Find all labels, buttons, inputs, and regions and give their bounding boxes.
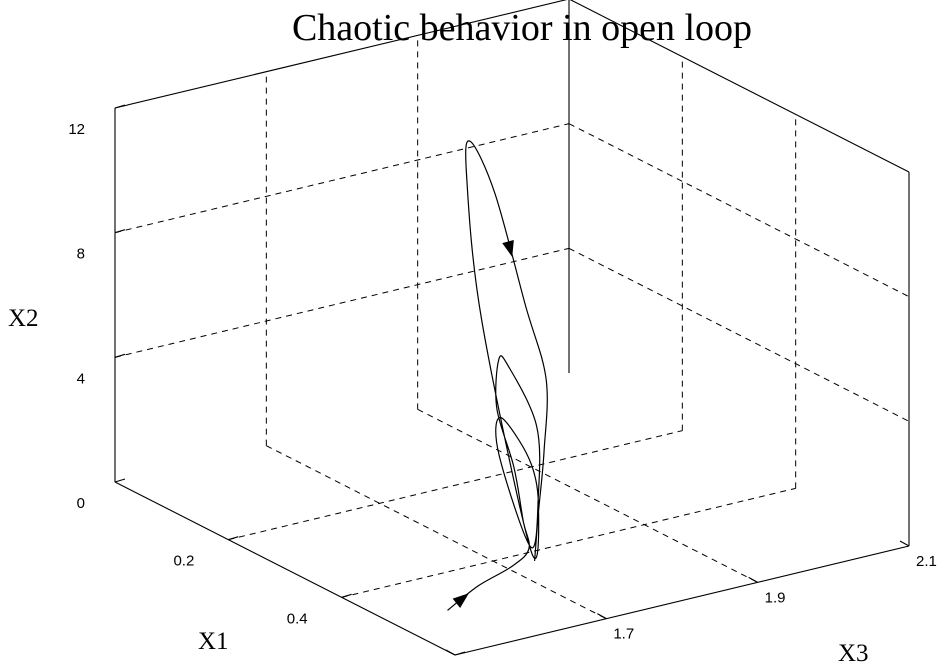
z-tick-mark <box>114 229 126 234</box>
y-tick-mark <box>748 576 758 583</box>
z-tick-label: 0 <box>77 495 85 512</box>
z-tick-mark <box>114 353 126 358</box>
z-tick-label: 12 <box>68 121 85 138</box>
direction-arrow-descent <box>502 239 514 257</box>
box-edge <box>114 481 456 656</box>
z-tick-label: 4 <box>77 370 85 387</box>
box-edge <box>114 0 568 109</box>
floor-grid-line <box>341 487 796 598</box>
floor-grid-line <box>417 408 758 583</box>
x-tick-label: 0.2 <box>173 553 194 570</box>
trajectory <box>447 140 548 611</box>
y-tick-label: 1.9 <box>765 589 786 606</box>
chart-title: Chaotic behavior in open loop <box>292 7 752 49</box>
box-edge <box>454 545 910 656</box>
x-tick-mark <box>341 593 352 598</box>
y-axis-label: X3 <box>838 640 869 665</box>
z-tick-mark <box>114 478 126 483</box>
y-tick-mark <box>445 649 456 656</box>
y-tick-mark <box>597 613 607 620</box>
z-tick-mark <box>114 104 126 109</box>
y-tick-label: 2.1 <box>916 553 937 570</box>
floor-grid-line <box>228 430 683 541</box>
back-wall-grid-line <box>114 247 570 358</box>
side-wall-grid-line <box>568 247 910 422</box>
side-wall-grid-line <box>568 123 910 298</box>
axes-box <box>114 0 910 656</box>
floor-grid-line <box>266 445 607 620</box>
x-tick-mark <box>454 651 466 656</box>
box-edge <box>569 0 910 173</box>
x-tick-mark <box>228 536 239 541</box>
y-tick-label: 1.7 <box>613 626 634 643</box>
x-tick-label: 0.4 <box>287 610 308 627</box>
z-axis-label: X2 <box>8 305 39 332</box>
x-axis-label: X1 <box>198 628 229 655</box>
z-tick-label: 8 <box>77 246 85 263</box>
grid-lines <box>114 35 910 620</box>
y-tick-mark <box>899 540 910 547</box>
trajectory-line <box>447 140 548 611</box>
back-wall-grid-line <box>114 123 570 234</box>
y-tick-label: 1.5 <box>462 662 483 665</box>
direction-arrow-start <box>452 593 469 608</box>
